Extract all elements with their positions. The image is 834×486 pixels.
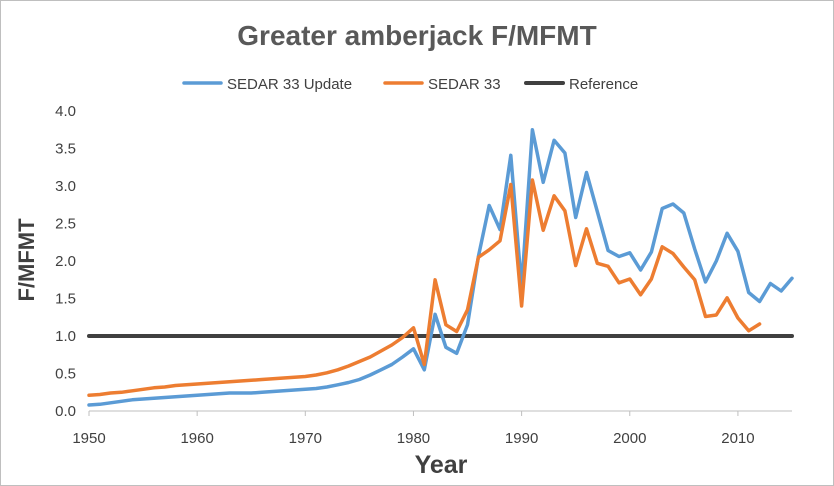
y-tick-label: 3.0 bbox=[55, 178, 76, 195]
x-tick-label: 2000 bbox=[613, 430, 646, 447]
y-tick-label: 2.5 bbox=[55, 216, 76, 233]
chart-title: Greater amberjack F/MFMT bbox=[237, 20, 596, 51]
x-tick-label: 1950 bbox=[72, 430, 105, 447]
legend-label-sedar-33-update: SEDAR 33 Update bbox=[227, 76, 352, 93]
x-axis-ticks: 1950 1960 1970 1980 1990 2000 2010 bbox=[72, 411, 755, 447]
y-axis-title: F/MFMT bbox=[14, 218, 39, 302]
x-tick-label: 1980 bbox=[397, 430, 430, 447]
y-tick-label: 3.5 bbox=[55, 141, 76, 158]
x-tick-label: 2010 bbox=[721, 430, 754, 447]
x-tick-label: 1970 bbox=[289, 430, 322, 447]
y-tick-label: 2.0 bbox=[55, 253, 76, 270]
legend: SEDAR 33 Update SEDAR 33 Reference bbox=[182, 76, 638, 93]
x-axis-title: Year bbox=[415, 451, 468, 479]
y-tick-label: 0.0 bbox=[55, 403, 76, 420]
legend-label-reference: Reference bbox=[569, 76, 638, 93]
series-line-sedar-33 bbox=[87, 178, 762, 398]
x-tick-label: 1990 bbox=[505, 430, 538, 447]
y-tick-label: 1.0 bbox=[55, 328, 76, 345]
y-tick-label: 1.5 bbox=[55, 291, 76, 308]
x-tick-label: 1960 bbox=[180, 430, 213, 447]
y-tick-label: 4.0 bbox=[55, 103, 76, 120]
y-axis-ticks: 0.0 0.5 1.0 1.5 2.0 2.5 3.0 3.5 4.0 bbox=[55, 103, 76, 420]
y-tick-label: 0.5 bbox=[55, 366, 76, 383]
plot-lines bbox=[87, 128, 794, 407]
series-line-sedar-33-update bbox=[87, 128, 794, 407]
legend-label-sedar-33: SEDAR 33 bbox=[428, 76, 501, 93]
